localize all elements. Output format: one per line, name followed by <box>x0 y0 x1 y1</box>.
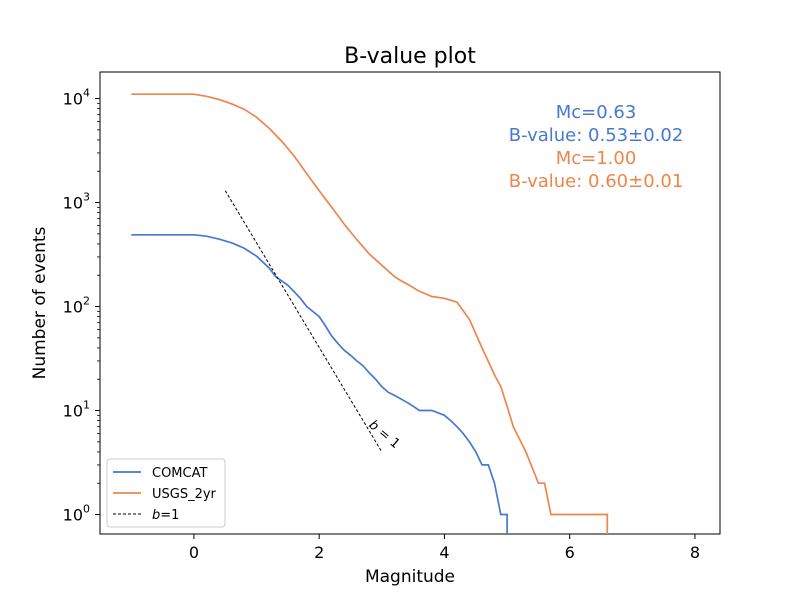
annotations: Mc=0.63B-value: 0.53±0.02Mc=1.00B-value:… <box>509 102 684 192</box>
y-tick-label: 101 <box>63 399 90 421</box>
legend-label: COMCAT <box>152 466 207 481</box>
annotation-text: B-value: 0.60±0.01 <box>509 171 684 192</box>
legend-label: b=1 <box>152 508 179 523</box>
annotation-text: B-value: 0.53±0.02 <box>509 125 684 146</box>
legend: COMCAT USGS_2yr b=1 <box>106 458 226 528</box>
x-tick-label: 2 <box>314 543 324 562</box>
chart-title: B-value plot <box>344 44 476 69</box>
y-axis: 100 101 102 103 104 <box>63 87 100 525</box>
x-axis-label: Magnitude <box>365 567 455 587</box>
x-axis: 0 2 4 6 8 <box>189 534 700 562</box>
x-tick-label: 6 <box>565 543 575 562</box>
series-line-usgs-2yr <box>131 93 609 534</box>
legend-label: USGS_2yr <box>152 487 217 502</box>
slope-line-label: b = 1 <box>366 418 403 452</box>
plot-frame <box>99 71 721 535</box>
y-tick-label: 100 <box>63 503 90 525</box>
y-axis-label: Number of events <box>30 226 50 379</box>
y-tick-label: 103 <box>63 191 90 213</box>
series-line-comcat <box>131 233 508 534</box>
annotation-text: Mc=1.00 <box>556 148 637 169</box>
legend-box <box>106 458 226 528</box>
x-tick-label: 0 <box>189 543 199 562</box>
x-tick-label: 8 <box>690 543 700 562</box>
y-tick-label: 102 <box>63 295 90 317</box>
annotation-text: Mc=0.63 <box>556 102 637 123</box>
x-tick-label: 4 <box>439 543 449 562</box>
series-line-b-1 <box>224 190 383 453</box>
y-tick-label: 104 <box>63 87 90 109</box>
